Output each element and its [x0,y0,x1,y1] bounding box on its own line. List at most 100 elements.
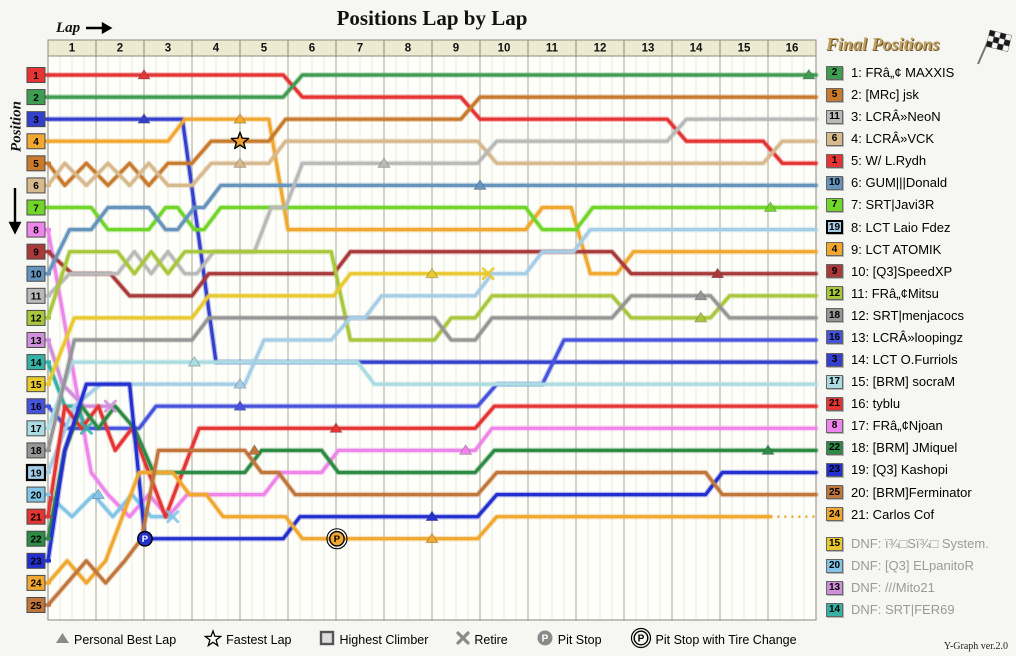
driver-result-label: DNF: ///Mito21 [851,580,935,595]
legend-item: Personal Best Lap [55,632,176,647]
final-position-row: 24 21: Carlos Cof [826,507,934,522]
lap-tick-label: 4 [213,43,220,55]
pb-triangle [55,632,70,647]
lap-tick-label: 5 [261,43,268,55]
grid-position-number: 23 [30,557,42,568]
driver-result-label: 14: LCT O.Furriols [851,352,958,368]
start-position-box: 13 [826,580,843,595]
pit-circle: P [536,629,554,650]
final-position-row: 14 DNF: SRT|FER69 [826,602,955,617]
lap-tick-label: 1 [69,43,76,55]
app-version: Y-Graph ver.2.0 [943,641,1008,652]
lap-tick-label: 7 [357,43,363,55]
start-position-box: 1 [826,153,843,168]
final-position-row: 4 9: LCT ATOMIK [826,242,941,257]
lap-axis-label: Lap [56,20,81,36]
personal-best-marker [233,377,247,389]
final-position-row: 15 DNF: ï¾□Sï¾□ System. [826,536,989,551]
final-position-row: 2 1: FRâ„¢ MAXXIS [826,65,954,80]
grid-position-number: 7 [33,203,39,214]
fastest-lap-star-marker [230,131,250,150]
retire-x [456,631,471,648]
checkered-flag-icon [977,29,1012,65]
grid-position-box-7 [26,199,46,216]
final-position-row: 18 12: SRT|menjacocs [826,308,964,323]
retire-x-marker [166,510,180,524]
personal-best-marker [425,532,439,544]
grid-position-number: 19 [30,468,42,479]
grid-position-box-9 [26,243,46,260]
driver-result-label: 12: SRT|menjacocs [851,307,964,323]
start-position-box: 2 [826,65,843,80]
driver-result-label: DNF: [Q3] ELpanitoR [851,558,974,573]
grid-position-box-4 [26,133,46,150]
start-position-box: 19 [826,220,843,235]
grid-position-box-10 [26,265,46,282]
driver-line-14 [46,360,89,430]
grid-position-number: 14 [30,358,42,369]
final-position-row: 17 15: [BRM] socraM [826,374,955,389]
personal-best-marker [425,267,439,279]
start-position-box: 11 [826,109,843,124]
driver-result-label: 8: LCT Laio Fdez [851,219,951,235]
pit-stop-tire-change-marker [329,530,345,547]
final-position-row: 22 18: [BRM] JMiquel [826,440,957,455]
lap-tick-label: 14 [690,43,703,55]
grid-position-box-16 [26,398,46,415]
final-positions-title: Final Positions [826,34,940,54]
start-position-box: 16 [826,330,843,345]
pit-stop-marker [137,530,153,547]
grid-position-number: 25 [30,601,42,612]
personal-best-marker [233,157,247,168]
final-position-row: 8 17: FRâ„¢Njoan [826,418,943,433]
driver-result-label: DNF: ï¾□Sï¾□ System. [851,536,989,551]
lap-tick-label: 6 [309,43,315,55]
start-position-box: 10 [826,175,843,190]
driver-result-label: 11: FRâ„¢Mitsu [851,285,939,301]
start-position-box: 3 [826,352,843,367]
driver-result-label: 7: SRT|Javi3R [851,197,935,213]
final-position-row: 9 10: [Q3]SpeedXP [826,264,952,279]
final-position-row: 19 8: LCT Laio Fdez [826,220,950,235]
start-position-box: 4 [826,242,843,257]
personal-best-marker [458,444,473,455]
lap-tick-label: 10 [498,43,511,55]
grid-position-number: 10 [30,270,42,281]
final-position-row: 23 19: [Q3] Kashopi [826,462,948,477]
grid-position-number: 9 [33,247,39,258]
grid-position-box-21 [26,508,46,525]
legend-label: Highest Climber [339,632,429,647]
driver-result-label: 2: [MRc] jsk [851,87,919,103]
grid-position-number: 8 [33,225,39,236]
legend-label: Pit Stop [557,632,602,647]
driver-line-7 [46,205,818,232]
retire-x-marker [103,399,117,413]
driver-result-label: 21: Carlos Cof [851,506,935,522]
legend-item: Fastest Lap [203,629,291,650]
start-position-box: 8 [826,418,843,433]
grid-position-number: 24 [30,579,42,590]
grid-position-box-5 [26,155,46,172]
legend-item: P Pit Stop with Tire Change [630,627,797,652]
personal-best-marker [329,422,343,433]
driver-line-18 [46,294,818,452]
final-position-row: 5 2: [MRc] jsk [826,87,919,102]
page-title: Positions Lap by Lap [336,6,528,30]
driver-line-24 [46,470,773,585]
grid-position-number: 17 [30,424,42,435]
personal-best-marker [187,355,202,367]
retire-x-marker [79,421,93,435]
grid-position-number: 21 [30,512,42,523]
driver-result-label: 9: LCT ATOMIK [851,241,942,257]
personal-best-marker [694,311,708,323]
driver-line-19 [46,228,818,475]
final-position-row: 13 DNF: ///Mito21 [826,580,935,595]
personal-best-marker [694,289,708,301]
grid-position-number: 6 [33,181,39,192]
personal-best-marker [473,179,487,190]
driver-line-12 [46,250,818,342]
fastest-star [203,629,223,650]
personal-best-marker [710,267,725,279]
svg-text:P: P [637,634,644,645]
